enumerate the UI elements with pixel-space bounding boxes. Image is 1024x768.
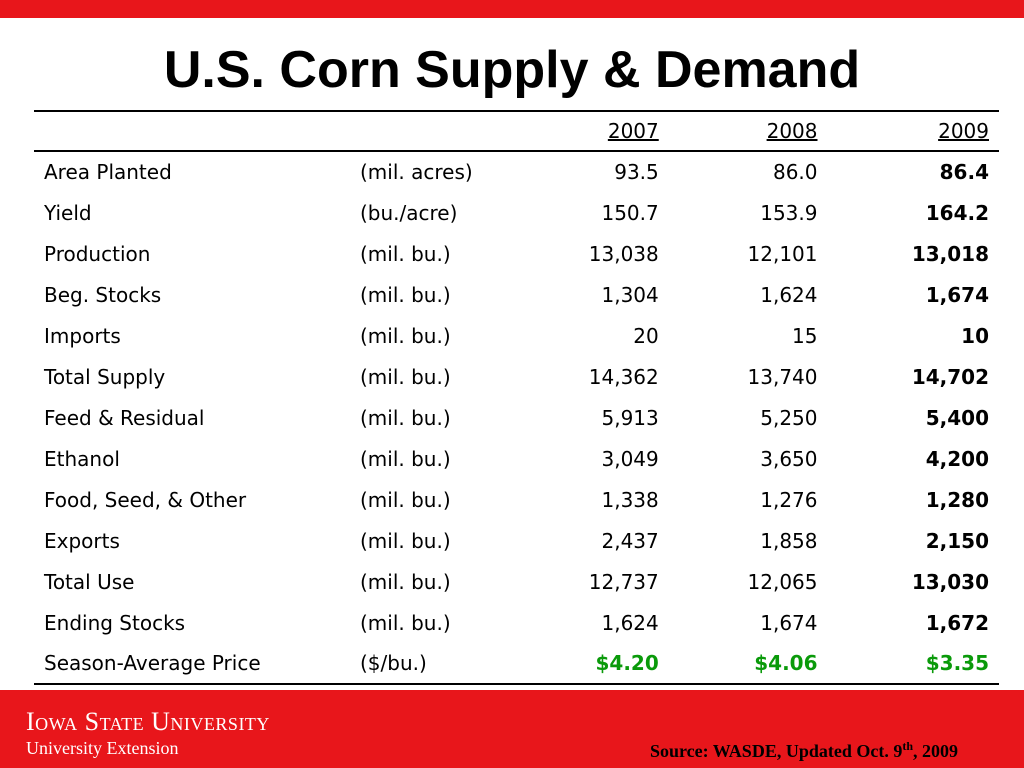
price-2009: $3.35 [925, 651, 989, 675]
supply-demand-table: 2007 2008 2009 Area Planted (mil. acres)… [34, 110, 999, 685]
row-label: Total Supply [44, 364, 166, 389]
value-2009: 164.2 [925, 200, 989, 225]
value-2007: 1,304 [601, 282, 659, 307]
row-unit: (mil. bu.) [360, 446, 451, 471]
row-unit: ($/bu.) [360, 651, 427, 675]
table-row: Total Supply (mil. bu.) 14,362 13,740 14… [34, 356, 999, 397]
header-year-2008: 2008 [766, 119, 818, 143]
table-row: Ending Stocks (mil. bu.) 1,624 1,674 1,6… [34, 602, 999, 643]
header-label-blank [34, 111, 350, 151]
table-header-row: 2007 2008 2009 [34, 111, 999, 151]
table-row: Food, Seed, & Other (mil. bu.) 1,338 1,2… [34, 479, 999, 520]
row-unit: (mil. bu.) [360, 364, 451, 389]
footer-bar: Iowa State University University Extensi… [0, 690, 1024, 768]
row-unit: (mil. bu.) [360, 405, 451, 430]
source-citation: Source: WASDE, Updated Oct. 9th, 2009 [650, 736, 958, 761]
value-2008: 12,101 [747, 241, 818, 266]
value-2008: 13,740 [747, 364, 818, 389]
value-2007: 1,624 [601, 610, 659, 635]
row-label: Ending Stocks [44, 610, 186, 635]
value-2007: 14,362 [588, 364, 659, 389]
row-unit: (mil. bu.) [360, 241, 451, 266]
row-unit: (mil. bu.) [360, 528, 451, 553]
value-2009: 86.4 [939, 160, 989, 184]
value-2008: 1,858 [760, 528, 818, 553]
table-row: Exports (mil. bu.) 2,437 1,858 2,150 [34, 520, 999, 561]
value-2008: 12,065 [747, 569, 818, 594]
value-2007: 2,437 [601, 528, 659, 553]
value-2009: 1,674 [925, 282, 989, 307]
source-ordinal: th [902, 739, 913, 753]
source-suffix: , 2009 [913, 741, 958, 761]
value-2009: 13,018 [911, 241, 989, 266]
row-label: Season-Average Price [44, 651, 261, 675]
row-label: Beg. Stocks [44, 282, 162, 307]
value-2009: 5,400 [925, 405, 989, 430]
value-2008: 3,650 [760, 446, 818, 471]
slide-title: U.S. Corn Supply & Demand [163, 41, 861, 99]
row-unit: (mil. acres) [360, 160, 473, 184]
table-row: Yield (bu./acre) 150.7 153.9 164.2 [34, 192, 999, 233]
table-row: Feed & Residual (mil. bu.) 5,913 5,250 5… [34, 397, 999, 438]
value-2007: 1,338 [601, 487, 659, 512]
value-2007: 93.5 [614, 160, 659, 184]
row-label: Ethanol [44, 446, 120, 471]
row-label: Production [44, 241, 151, 266]
row-unit: (mil. bu.) [360, 610, 451, 635]
header-year-2009: 2009 [938, 119, 989, 143]
table-row: Area Planted (mil. acres) 93.5 86.0 86.4 [34, 151, 999, 192]
header-year-2007: 2007 [607, 119, 659, 143]
table-row: Imports (mil. bu.) 20 15 10 [34, 315, 999, 356]
value-2007: 13,038 [588, 241, 659, 266]
table-row: Total Use (mil. bu.) 12,737 12,065 13,03… [34, 561, 999, 602]
row-unit: (mil. bu.) [360, 487, 451, 512]
value-2009: 1,672 [925, 610, 989, 635]
price-2008: $4.06 [754, 651, 818, 675]
value-2008: 1,674 [760, 610, 818, 635]
value-2008: 1,624 [760, 282, 818, 307]
value-2007: 150.7 [601, 200, 659, 225]
table-row: Production (mil. bu.) 13,038 12,101 13,0… [34, 233, 999, 274]
value-2008: 1,276 [760, 487, 818, 512]
source-prefix: Source: WASDE, Updated Oct. 9 [649, 741, 903, 761]
row-label: Total Use [44, 569, 135, 594]
value-2008: 86.0 [772, 160, 818, 184]
row-label: Exports [44, 528, 120, 553]
university-logo-name: Iowa State University [26, 707, 270, 736]
value-2008: 5,250 [760, 405, 818, 430]
value-2009: 14,702 [911, 364, 989, 389]
row-label: Area Planted [44, 160, 172, 184]
header-unit-blank [350, 111, 510, 151]
row-unit: (bu./acre) [360, 200, 458, 225]
value-2009: 4,200 [925, 446, 989, 471]
value-2008: 15 [792, 323, 818, 348]
value-2007: 12,737 [588, 569, 659, 594]
value-2007: 20 [633, 323, 659, 348]
value-2009: 1,280 [925, 487, 989, 512]
table-row: Beg. Stocks (mil. bu.) 1,304 1,624 1,674 [34, 274, 999, 315]
table-row: Ethanol (mil. bu.) 3,049 3,650 4,200 [34, 438, 999, 479]
row-unit: (mil. bu.) [360, 323, 451, 348]
price-2007: $4.20 [595, 651, 659, 675]
table-row: Season-Average Price ($/bu.) $4.20 $4.06… [34, 643, 999, 684]
value-2009: 13,030 [911, 569, 989, 594]
top-accent-bar [0, 0, 1024, 18]
row-label: Yield [44, 200, 92, 225]
value-2008: 153.9 [760, 200, 818, 225]
value-2009: 10 [961, 323, 989, 348]
value-2009: 2,150 [925, 528, 989, 553]
row-unit: (mil. bu.) [360, 569, 451, 594]
row-label: Imports [44, 323, 121, 348]
row-label: Feed & Residual [44, 405, 205, 430]
value-2007: 5,913 [601, 405, 659, 430]
university-extension-label: University Extension [26, 738, 179, 758]
row-label: Food, Seed, & Other [44, 487, 247, 512]
value-2007: 3,049 [601, 446, 659, 471]
row-unit: (mil. bu.) [360, 282, 451, 307]
